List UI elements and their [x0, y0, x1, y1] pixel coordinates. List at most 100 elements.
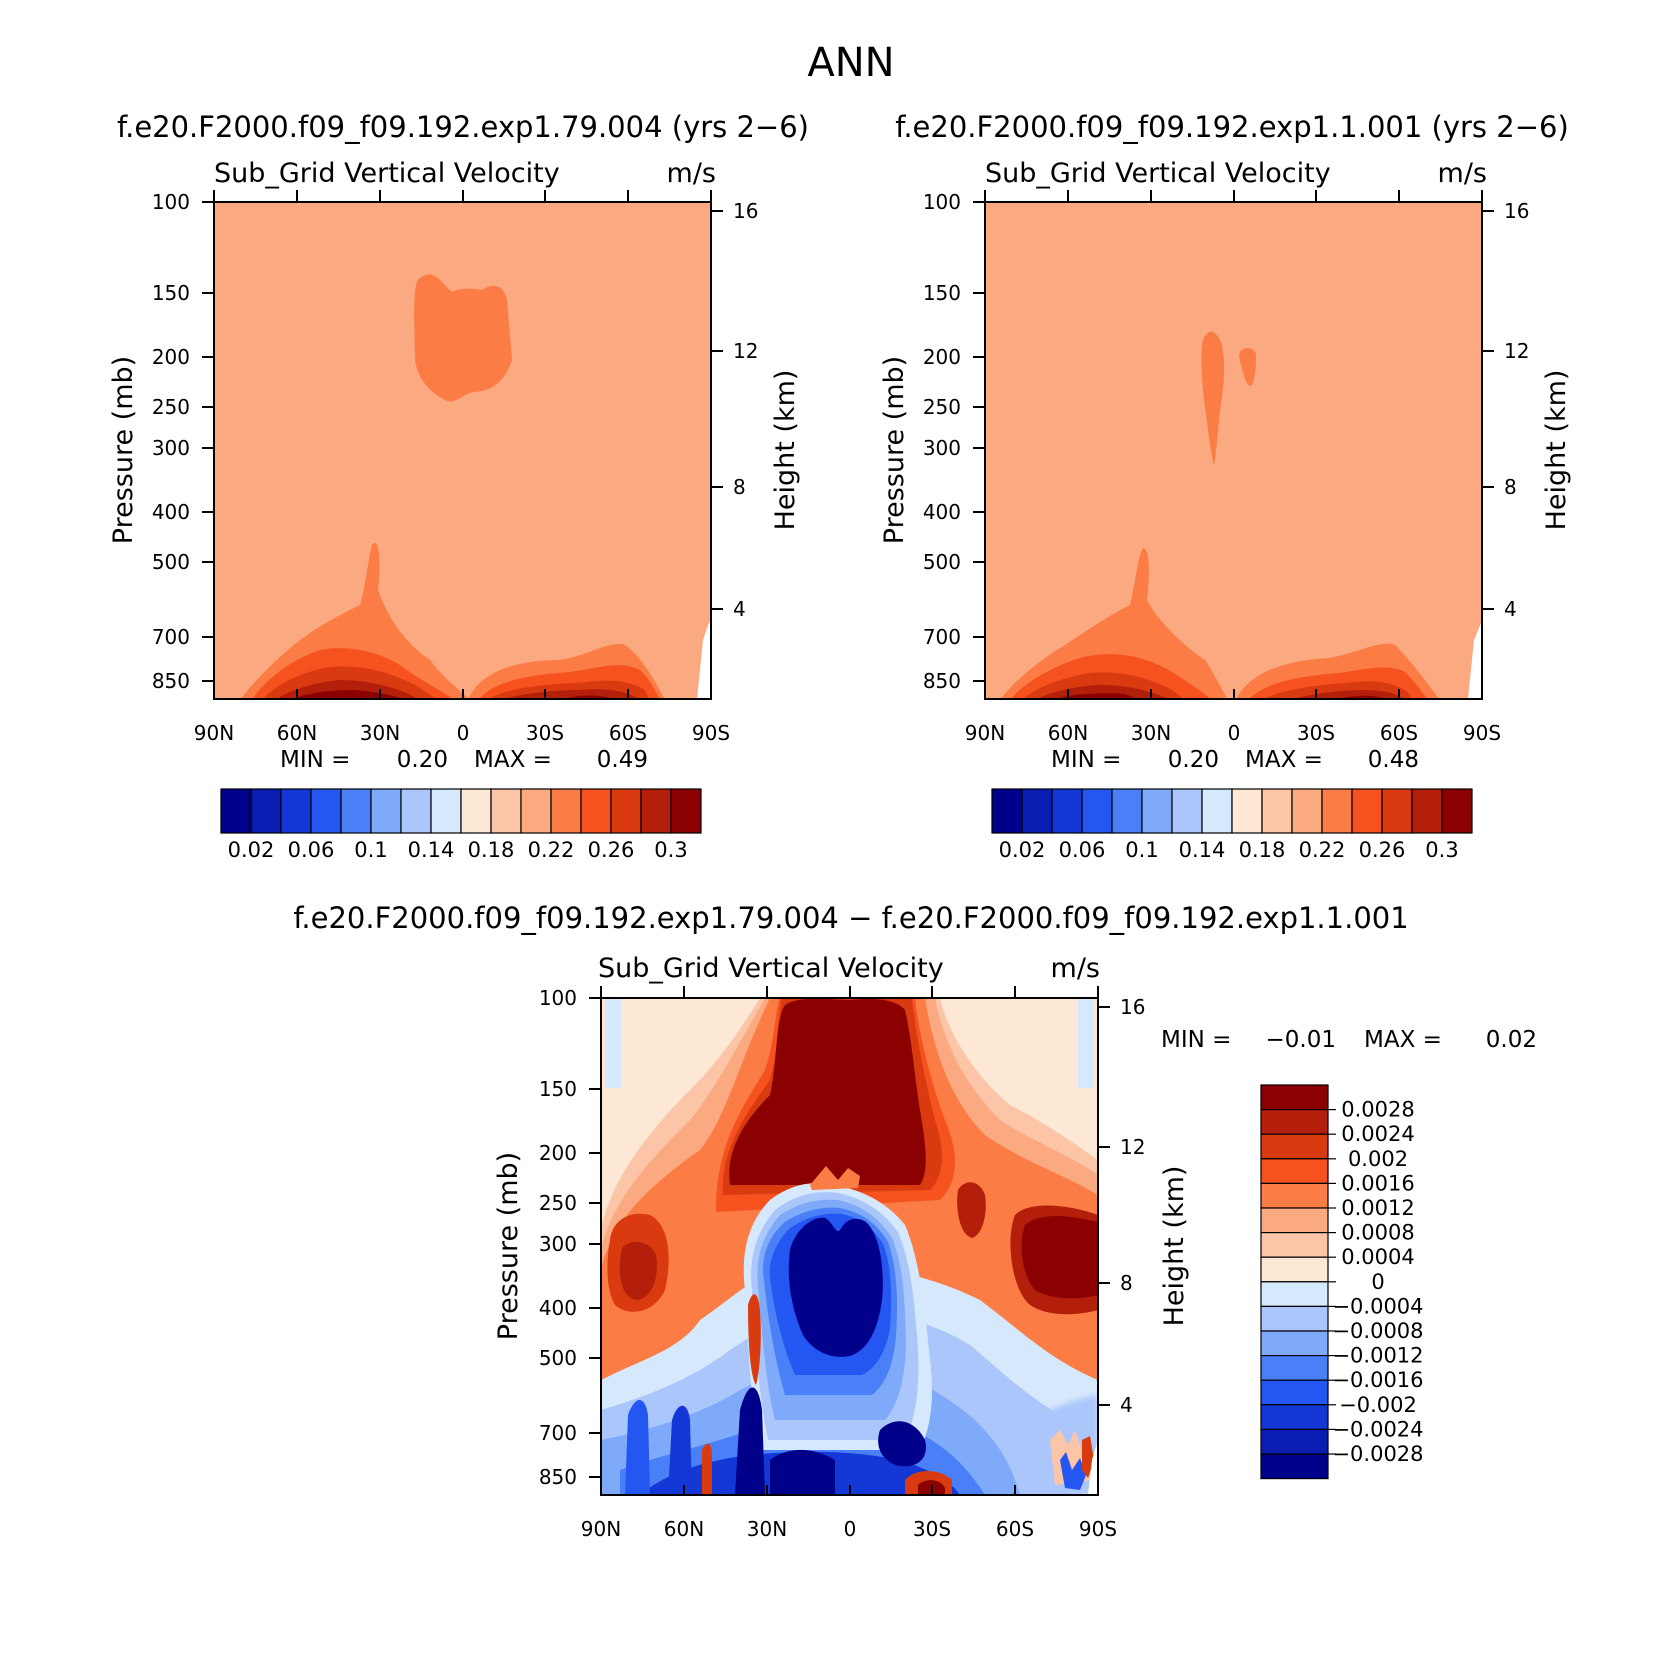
panel-2-top-axis [984, 190, 1483, 202]
colorbar-swatch [1260, 1354, 1329, 1381]
panel-3-htick: 12 [1120, 1135, 1145, 1159]
panel-1-htick: 12 [733, 339, 758, 363]
colorbar-swatch [1441, 788, 1473, 834]
panel-3-colorbar-swatches [1260, 1084, 1329, 1480]
colorbar-swatch [220, 788, 252, 834]
colorbar-swatch [250, 788, 282, 834]
colorbar-swatch [1411, 788, 1443, 834]
colorbar-swatch [310, 788, 342, 834]
colorbar-swatch [1201, 788, 1233, 834]
panel-2-contour-field [985, 202, 1482, 699]
panel-2-ytick: 300 [923, 436, 961, 460]
panel-3-ytick: 400 [539, 1296, 577, 1320]
colorbar-swatch [1021, 788, 1053, 834]
panel-3-nh-pos-core [619, 1241, 658, 1300]
panel-3-max-value: 0.02 [1486, 1027, 1537, 1053]
colorbar-swatch [1321, 788, 1353, 834]
colorbar-swatch [1171, 788, 1203, 834]
panel-1-ytick: 700 [152, 625, 190, 649]
colorbar-label: 0.1 [1125, 838, 1158, 862]
panel-2-xtick: 90S [1463, 721, 1501, 745]
colorbar-swatch [1260, 1404, 1329, 1431]
colorbar-swatch [1260, 1231, 1329, 1258]
panel-1-ytick: 250 [152, 395, 190, 419]
panel-1-max-label: MAX = [474, 747, 552, 773]
colorbar-swatch [550, 788, 582, 834]
panel-1-htick: 4 [733, 597, 746, 621]
panel-3-ytick: 200 [539, 1141, 577, 1165]
panel-3-xtick: 0 [844, 1517, 857, 1541]
panel-2-ytick: 700 [923, 625, 961, 649]
panel-1-xtick: 90S [692, 721, 730, 745]
panel-1-ytick: 400 [152, 500, 190, 524]
colorbar-label: −0.0012 [1332, 1344, 1423, 1368]
colorbar-label: 0.18 [468, 838, 515, 862]
colorbar-swatch [280, 788, 312, 834]
colorbar-label: 0.1 [354, 838, 387, 862]
panel-3-np-strip [605, 998, 621, 1088]
panel-2-background-fill [985, 202, 1482, 699]
colorbar-label: 0 [1371, 1270, 1384, 1294]
colorbar-swatch [1260, 1108, 1329, 1135]
colorbar-swatch [1111, 788, 1143, 834]
panel-1-ylabel-right: Height (km) [770, 370, 801, 531]
colorbar-label: −0.0004 [1332, 1294, 1423, 1318]
panel-3-stats: MIN = −0.01 MAX = 0.02 [1161, 1027, 1537, 1053]
panel-1-colorbar: 0.02 0.06 0.1 0.14 0.18 0.22 0.26 0.3 [220, 788, 702, 862]
colorbar-swatch [400, 788, 432, 834]
panel-2-htick: 4 [1504, 597, 1517, 621]
colorbar-swatch [1260, 1256, 1329, 1283]
panel-2-upper-max-b [1239, 348, 1256, 386]
panel-2-ytick: 250 [923, 395, 961, 419]
panel-3-ylabel-right: Height (km) [1159, 1166, 1190, 1327]
colorbar-label: −0.0028 [1332, 1442, 1423, 1466]
panel-2-xtick: 60N [1048, 721, 1088, 745]
colorbar-swatch [1291, 788, 1323, 834]
panel-2-htick: 16 [1504, 199, 1529, 223]
panel-1-xtick: 30N [360, 721, 400, 745]
panel-1-ytick: 100 [152, 190, 190, 214]
panel-3-peak-ridge [810, 1166, 860, 1190]
panel-3-sh-pos-core [1021, 1216, 1098, 1299]
colorbar-swatch [1260, 1379, 1329, 1406]
colorbar-swatch [1260, 1453, 1329, 1480]
colorbar-label: 0.06 [288, 838, 335, 862]
panel-3-ylabel: Pressure (mb) [493, 1152, 524, 1340]
colorbar-label: 0.02 [999, 838, 1046, 862]
panel-1-xtick: 0 [457, 721, 470, 745]
panel-3-sh-mid-max [957, 1182, 986, 1238]
panel-2-units: m/s [1438, 158, 1487, 189]
panel-1-title: f.e20.F2000.f09_f09.192.exp1.79.004 (yrs… [117, 110, 809, 144]
colorbar-label: −0.0024 [1332, 1417, 1423, 1441]
colorbar-label: 0.0024 [1341, 1122, 1414, 1146]
panel-3-missing-corner [1088, 1440, 1098, 1495]
panel-1-low-sh-l4 [503, 689, 639, 699]
colorbar-swatch [1381, 788, 1413, 834]
panel-1-htick: 8 [733, 475, 746, 499]
panel-2-ylabel-right: Height (km) [1541, 370, 1572, 531]
colorbar-swatch [1141, 788, 1173, 834]
panel-3-colorbar-labels: 0.00280.00240.0020.00160.00120.00080.000… [1328, 1098, 1424, 1466]
panel-3-ytick: 150 [539, 1077, 577, 1101]
colorbar-label: −0.002 [1339, 1393, 1417, 1417]
panel-3-sh-noise-3 [1060, 1452, 1086, 1490]
panel-1-max-value: 0.49 [597, 747, 648, 773]
panel-3-units: m/s [1051, 953, 1100, 984]
panel-1-ytick: 150 [152, 281, 190, 305]
panel-2-xtick: 60S [1380, 721, 1418, 745]
colorbar-label: −0.0016 [1332, 1368, 1423, 1392]
colorbar-swatch [1231, 788, 1263, 834]
colorbar-swatch [991, 788, 1023, 834]
panel-2-ytick: 100 [923, 190, 961, 214]
panel-3-htick: 8 [1120, 1271, 1133, 1295]
panel-2: f.e20.F2000.f09_f09.192.exp1.1.001 (yrs … [879, 110, 1572, 862]
panel-2-xtick: 30S [1297, 721, 1335, 745]
panel-3-y-axis-pressure: 100 150 200 250 300 400 500 700 850 Pres… [493, 986, 601, 1489]
panel-3-ytick: 850 [539, 1465, 577, 1489]
colorbar-swatch [1260, 1281, 1329, 1308]
panel-3-xtick: 30N [747, 1517, 787, 1541]
panel-1-colorbar-labels: 0.02 0.06 0.1 0.14 0.18 0.22 0.26 0.3 [228, 838, 688, 862]
panel-3-xtick: 60N [664, 1517, 704, 1541]
panel-3-sh-noise-4 [1082, 1436, 1094, 1478]
panel-2-colorbar-labels: 0.02 0.06 0.1 0.14 0.18 0.22 0.26 0.3 [999, 838, 1459, 862]
